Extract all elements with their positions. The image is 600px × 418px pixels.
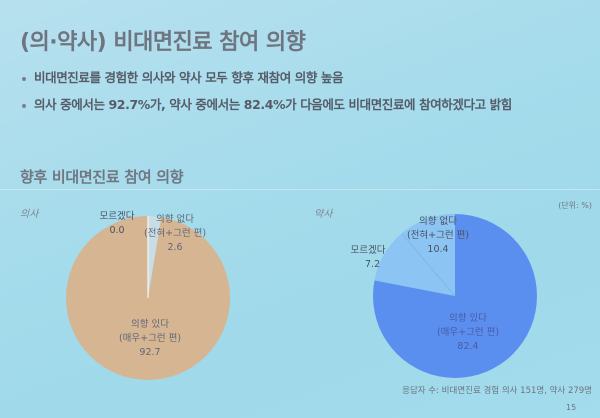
bullet-dot-icon [22, 103, 26, 108]
pharmacist-no-label: 의향 없다 (전혀+그런 편) 10.4 [406, 216, 470, 255]
respondent-footnote: 응답자 수: 비대면진료 경험 의사 151명, 약사 279명 [402, 386, 592, 396]
pharmacist-unknown-label: 모르겠다 7.2 [350, 245, 386, 270]
pharmacist-group-label: 약사 [314, 209, 333, 220]
bullet-dot-icon [22, 76, 26, 81]
doctor-slice-no [148, 216, 162, 298]
pharmacist-yes-label: 의향 있다 (매우+그런 편) 82.4 [436, 313, 500, 352]
section-divider [0, 189, 600, 190]
bullet-1: 비대면진료를 경험한 의사와 약사 모두 향후 재참여 의향 높음 [22, 67, 344, 86]
pharmacist-slice-no-unknown [374, 213, 455, 296]
doctor-pie [66, 216, 230, 380]
doctor-yes-label: 의향 있다 (매우+그런 편) 92.7 [118, 319, 182, 358]
bullet-text: 의사 중에서는 92.7%가, 약사 중에서는 82.4%가 다음에도 비대면진… [34, 97, 512, 112]
section-title: 향후 비대면진료 참여 의향 [20, 168, 184, 186]
page-number: 15 [566, 403, 577, 412]
doctor-unknown-label: 모르겠다 0.0 [99, 211, 135, 236]
slide-title: (의·약사) 비대면진료 참여 의향 [20, 30, 306, 55]
bullet-text: 비대면진료를 경험한 의사와 약사 모두 향후 재참여 의향 높음 [34, 70, 344, 85]
pharmacist-pie [373, 213, 537, 378]
doctor-group-label: 의사 [20, 209, 39, 220]
doctor-no-label: 의향 없다 (전혀+그런 편) 2.6 [143, 214, 207, 253]
pharmacist-slice-divider [401, 233, 456, 297]
unit-label: (단위: %) [558, 201, 592, 210]
bullet-2: 의사 중에서는 92.7%가, 약사 중에서는 82.4%가 다음에도 비대면진… [22, 94, 512, 113]
